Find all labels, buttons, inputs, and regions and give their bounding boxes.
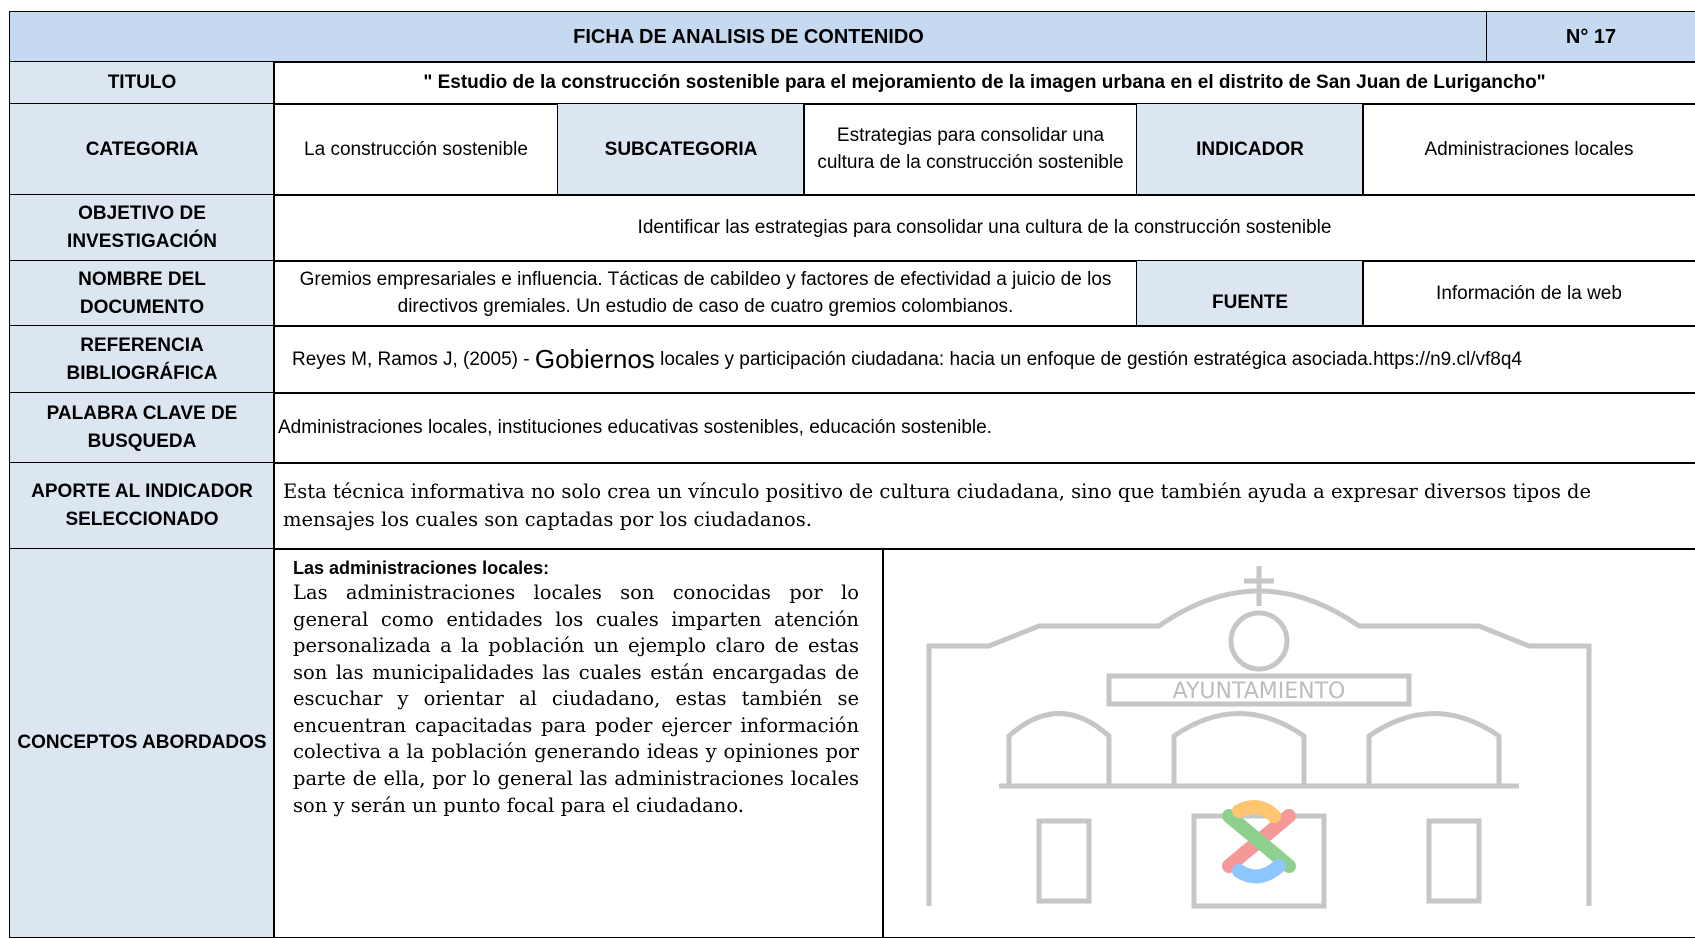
label: SUBCATEGORIA (557, 103, 805, 196)
facade (926, 588, 1592, 906)
label: REFERENCIA BIBLIOGRÁFICA (9, 325, 275, 394)
sign-text: AYUNTAMIENTO (1173, 679, 1346, 704)
value: La construcción sostenible (273, 103, 559, 196)
label: CATEGORIA (9, 103, 275, 196)
arches (1006, 711, 1502, 786)
value: Información de la web (1362, 260, 1695, 327)
value: Estrategias para consolidar una cultura … (803, 103, 1138, 196)
sheet-number: N° 17 (1486, 11, 1695, 63)
value: Reyes M, Ramos J, (2005) - Gobiernos loc… (273, 325, 1695, 394)
ref-link: https://n9.cl/vf8q4 (1373, 348, 1522, 370)
ref-text: locales y participación ciudadana: hacia… (654, 348, 1374, 370)
value: Administraciones locales, instituciones … (273, 392, 1695, 464)
value: Administraciones locales (1362, 103, 1695, 196)
label: FUENTE (1136, 260, 1364, 327)
value: " Estudio de la construcción sostenible … (273, 61, 1695, 105)
building-image: AYUNTAMIENTO (926, 566, 1592, 909)
value: Esta técnica informativa no solo crea un… (273, 462, 1695, 550)
clock (1228, 610, 1290, 672)
door (1191, 813, 1327, 909)
value: Identificar las estrategias para consoli… (273, 194, 1695, 262)
label: PALABRA CLAVE DE BUSQUEDA (9, 392, 275, 464)
window (1036, 818, 1092, 904)
concept-text: Las administraciones locales son conocid… (293, 581, 859, 817)
concept-cell: Las administraciones locales: Las admini… (273, 548, 884, 938)
label: APORTE AL INDICADOR SELECCIONADO (9, 462, 275, 550)
sign (1106, 673, 1412, 707)
value: Gremios empresariales e influencia. Táct… (273, 260, 1138, 327)
label: OBJETIVO DE INVESTIGACIÓN (9, 194, 275, 262)
label: INDICADOR (1136, 103, 1364, 196)
ref-text: Gobiernos (534, 343, 655, 374)
label: CONCEPTOS ABORDADOS (9, 548, 275, 938)
logo (1222, 809, 1296, 873)
ref-text: Reyes M, Ramos J, (2005) - (292, 348, 535, 370)
image-cell: AYUNTAMIENTO (882, 548, 1695, 938)
logo (1232, 859, 1286, 884)
logo (1232, 800, 1281, 823)
label: TITULO (9, 61, 275, 105)
concept-heading: Las administraciones locales: (293, 558, 550, 578)
label: NOMBRE DEL DOCUMENTO (9, 260, 275, 327)
window (1426, 818, 1482, 904)
sheet-title: FICHA DE ANALISIS DE CONTENIDO (9, 11, 1488, 63)
